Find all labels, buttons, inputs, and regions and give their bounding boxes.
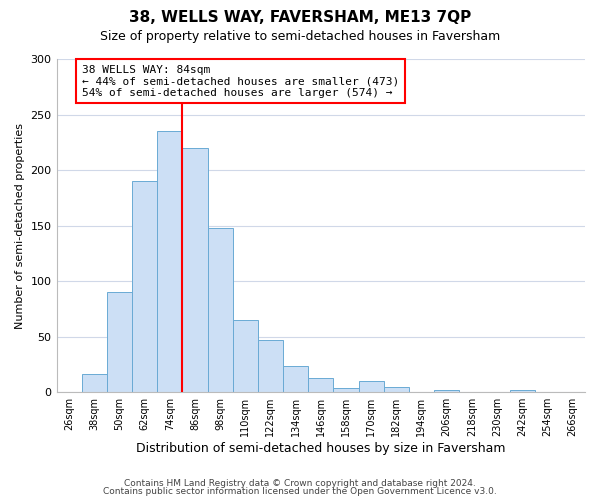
Bar (334, 388, 359, 392)
Text: Size of property relative to semi-detached houses in Faversham: Size of property relative to semi-detach… (100, 30, 500, 43)
Bar (383, 386, 409, 392)
Bar (283, 366, 308, 392)
Y-axis label: Number of semi-detached properties: Number of semi-detached properties (15, 122, 25, 328)
Bar (208, 228, 233, 392)
Text: Contains HM Land Registry data © Crown copyright and database right 2024.: Contains HM Land Registry data © Crown c… (124, 478, 476, 488)
X-axis label: Distribution of semi-detached houses by size in Faversham: Distribution of semi-detached houses by … (136, 442, 506, 455)
Bar (434, 390, 459, 392)
Text: 38 WELLS WAY: 84sqm
← 44% of semi-detached houses are smaller (473)
54% of semi-: 38 WELLS WAY: 84sqm ← 44% of semi-detach… (82, 64, 399, 98)
Bar (308, 378, 334, 392)
Bar (233, 320, 258, 392)
Bar (359, 381, 383, 392)
Bar (258, 340, 283, 392)
Bar (509, 390, 535, 392)
Bar (157, 131, 182, 392)
Text: Contains public sector information licensed under the Open Government Licence v3: Contains public sector information licen… (103, 487, 497, 496)
Bar (82, 374, 107, 392)
Text: 38, WELLS WAY, FAVERSHAM, ME13 7QP: 38, WELLS WAY, FAVERSHAM, ME13 7QP (129, 10, 471, 25)
Bar (132, 181, 157, 392)
Bar (107, 292, 132, 392)
Bar (182, 148, 208, 392)
